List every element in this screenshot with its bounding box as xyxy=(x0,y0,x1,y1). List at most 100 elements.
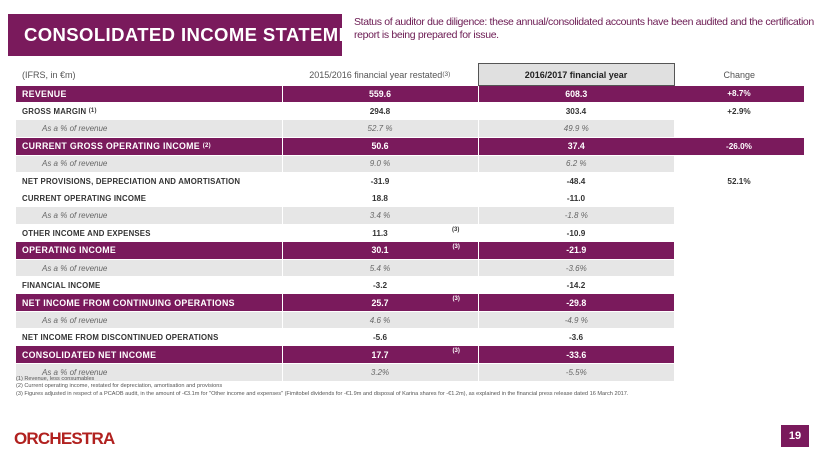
value-2015-2016: -3.2 xyxy=(372,281,388,291)
value-2016-2017: -5.5% xyxy=(477,363,674,382)
row-label: As a % of revenue xyxy=(16,311,282,330)
row-label: As a % of revenue xyxy=(16,259,282,278)
value-2016-2017: 6.2 % xyxy=(477,155,674,173)
value-change xyxy=(674,277,804,294)
orchestra-logo: ORCHESTRA xyxy=(14,429,115,448)
value-change xyxy=(674,311,804,330)
row-label: FINANCIAL INCOME xyxy=(22,281,101,291)
value-2015-2016: 9.0 % xyxy=(281,155,478,173)
status-line-1: Status of auditor due diligence: these a… xyxy=(354,16,814,28)
value-2016-2017: -10.9 xyxy=(566,229,586,239)
value-2015-2016: 3.2% xyxy=(281,363,478,382)
row-label-note: (1) xyxy=(88,108,97,115)
row-label: GROSS MARGIN (1) xyxy=(22,107,97,117)
income-statement-table: (IFRS, in €m) 2015/2016 financial year r… xyxy=(16,63,804,382)
table-row: As a % of revenue 9.0 % 6.2 % xyxy=(16,155,804,173)
row-label: As a % of revenue xyxy=(16,207,282,226)
row-label: OPERATING INCOME xyxy=(16,242,282,260)
row-label: OTHER INCOME AND EXPENSES xyxy=(22,229,151,239)
value-2016-2017: -4.9 % xyxy=(477,311,674,330)
row-label: As a % of revenue xyxy=(16,120,282,139)
value-change xyxy=(674,294,804,313)
table-row: CURRENT GROSS OPERATING INCOME (2) 50.6 37… xyxy=(16,137,804,156)
value-2015-2016: 3.4 % xyxy=(281,207,478,226)
value-2016-2017: -14.2 xyxy=(566,281,586,291)
table-row: As a % of revenue 3.4 % -1.8 % xyxy=(16,207,804,226)
page-number: 19 xyxy=(781,425,809,447)
value-change xyxy=(674,155,804,173)
table-row: FINANCIAL INCOME -3.2 -14.2 xyxy=(16,277,804,294)
status-line-2: report is being prepared for issue. xyxy=(354,29,499,41)
value-2015-2016: 11.3 (3) xyxy=(372,227,460,239)
value-note: (3) xyxy=(452,296,460,303)
table-row: As a % of revenue 3.2% -5.5% xyxy=(16,363,804,382)
table-row: NET INCOME FROM DISCONTINUED OPERATIONS … xyxy=(16,329,804,346)
footnotes: (1) Revenue, less consumables (2) Curren… xyxy=(16,376,628,398)
table-row: CURRENT OPERATING INCOME 18.8 -11.0 xyxy=(16,190,804,207)
value-2015-2016: 30.1 (3) xyxy=(281,242,478,260)
value-note: (3) xyxy=(452,244,460,251)
value-2015-2016: 294.8 xyxy=(369,107,391,117)
value-2015-2016: 25.7 (3) xyxy=(281,294,478,313)
value-2016-2017: -3.6 xyxy=(568,333,584,343)
value-note: (3) xyxy=(452,348,460,355)
row-label: REVENUE xyxy=(16,85,282,104)
page-title: CONSOLIDATED INCOME STATEMENT xyxy=(24,24,377,45)
value-2016-2017: 303.4 xyxy=(565,107,587,117)
row-label: CURRENT OPERATING INCOME xyxy=(22,194,147,204)
row-label: CURRENT GROSS OPERATING INCOME (2) xyxy=(16,137,282,156)
value-change xyxy=(674,190,804,207)
value-2015-2016: 52.7 % xyxy=(281,120,478,139)
table-row: OTHER INCOME AND EXPENSES 11.3 (3) -10.9 xyxy=(16,225,804,242)
value-change xyxy=(674,363,804,382)
column-header-change: Change xyxy=(723,69,756,80)
value-2016-2017: -21.9 xyxy=(477,242,674,260)
value-change xyxy=(674,225,804,242)
value-2015-2016: 559.6 xyxy=(281,85,478,104)
row-label: CONSOLIDATED NET INCOME xyxy=(16,346,282,365)
value-2015-2016: -31.9 xyxy=(370,176,390,186)
value-2016-2017: 37.4 xyxy=(477,137,674,156)
value-2015-2016: 4.6 % xyxy=(281,311,478,330)
value-2016-2017: -33.6 xyxy=(477,346,674,365)
table-row: CONSOLIDATED NET INCOME 17.7 (3) -33.6 xyxy=(16,346,804,365)
row-label: As a % of revenue xyxy=(16,363,282,382)
title-banner: CONSOLIDATED INCOME STATEMENT xyxy=(8,14,376,56)
footnote-3: (3) Figures adjusted in respect of a PCA… xyxy=(16,390,629,397)
value-2016-2017: -11.0 xyxy=(566,194,586,204)
table-header-row: (IFRS, in €m) 2015/2016 financial year r… xyxy=(16,63,804,86)
table-row: OPERATING INCOME 30.1 (3) -21.9 xyxy=(16,242,804,260)
value-change xyxy=(674,329,804,346)
row-label-note: (2) xyxy=(202,143,211,150)
value-change: +2.9% xyxy=(727,107,751,117)
table-row: As a % of revenue 5.4 % -3.6% xyxy=(16,259,804,278)
table-row: NET PROVISIONS, DEPRECIATION AND AMORTIS… xyxy=(16,172,804,189)
row-label: As a % of revenue xyxy=(16,155,282,173)
column-header-2015-2016: 2015/2016 financial year restated(3) xyxy=(309,69,451,80)
table-row: GROSS MARGIN (1) 294.8 303.4 +2.9% xyxy=(16,103,804,120)
audit-status: Status of auditor due diligence: these a… xyxy=(354,16,820,42)
value-change xyxy=(674,207,804,226)
value-2016-2017: -48.4 xyxy=(566,176,586,186)
table-row: REVENUE 559.6 608.3 +8.7% xyxy=(16,85,804,104)
value-note: (3) xyxy=(452,227,460,234)
row-label: NET INCOME FROM CONTINUING OPERATIONS xyxy=(16,294,282,313)
row-label: NET PROVISIONS, DEPRECIATION AND AMORTIS… xyxy=(22,176,241,186)
value-change xyxy=(674,346,804,365)
value-2015-2016: -5.6 xyxy=(372,333,388,343)
footnote-2: (2) Current operating income, restated f… xyxy=(16,383,223,390)
value-2015-2016: 18.8 xyxy=(372,194,388,204)
value-2016-2017: 608.3 xyxy=(477,85,674,104)
value-change: 52.1% xyxy=(727,176,751,186)
value-2016-2017: -3.6% xyxy=(477,259,674,278)
value-2015-2016: 17.7 (3) xyxy=(281,346,478,365)
value-change xyxy=(674,120,804,139)
table-row: As a % of revenue 4.6 % -4.9 % xyxy=(16,311,804,330)
table-row: NET INCOME FROM CONTINUING OPERATIONS 25… xyxy=(16,294,804,313)
value-change: -26.0% xyxy=(674,137,804,156)
table-row: As a % of revenue 52.7 % 49.9 % xyxy=(16,120,804,139)
value-2016-2017: 49.9 % xyxy=(477,120,674,139)
value-2015-2016: 50.6 xyxy=(281,137,478,156)
units-label: (IFRS, in €m) xyxy=(22,69,76,80)
row-label: NET INCOME FROM DISCONTINUED OPERATIONS xyxy=(22,333,219,343)
